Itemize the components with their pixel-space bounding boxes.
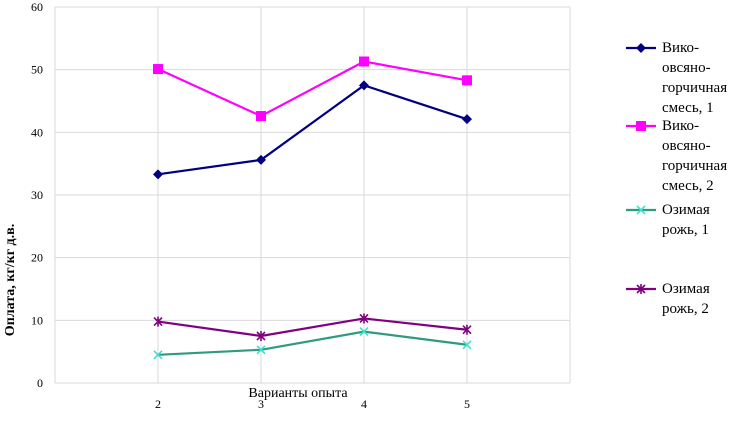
legend-item-2: Вико-овсяно-горчичная смесь, 2 — [626, 118, 727, 194]
legend-label: горчичная — [662, 80, 727, 96]
legend-label: смесь, 1 — [662, 100, 714, 116]
data-point — [636, 121, 646, 131]
legend-label: Озимая — [662, 202, 710, 218]
data-point — [462, 340, 472, 350]
y-axis-title: Оплата, кг/кг д.в. — [3, 224, 18, 336]
series-group — [153, 56, 472, 360]
data-point — [359, 327, 369, 337]
series-3 — [153, 327, 472, 360]
x-axis: 2 3 4 5 — [155, 397, 470, 411]
data-point — [636, 284, 646, 294]
x-tick-label: 4 — [361, 397, 367, 411]
legend-label: овсяно- — [662, 60, 711, 76]
data-point — [359, 56, 369, 67]
data-point — [636, 205, 646, 215]
legend-label: Вико- — [662, 118, 699, 134]
grid — [54, 6, 571, 384]
data-point — [256, 331, 266, 341]
series-line — [157, 317, 468, 338]
data-point — [153, 169, 163, 180]
data-point — [153, 316, 163, 327]
series-2 — [153, 56, 472, 122]
y-tick-label: 0 — [37, 376, 43, 390]
data-point — [256, 111, 266, 122]
x-axis-title: Варианты опыта — [248, 386, 348, 401]
x-tick-label: 3 — [258, 397, 264, 411]
data-point — [256, 154, 266, 165]
x-tick-label: 2 — [155, 397, 161, 411]
x-tick-label: 5 — [464, 397, 470, 411]
series-line — [157, 60, 468, 118]
y-tick-label: 10 — [31, 313, 43, 327]
legend-label: рожь, 2 — [662, 301, 709, 317]
data-point — [462, 114, 472, 125]
y-tick-label: 20 — [31, 251, 43, 265]
legend-label: смесь, 2 — [662, 178, 714, 194]
data-point — [359, 80, 369, 91]
y-axis: 0 10 20 30 40 50 60 — [31, 0, 43, 390]
series-1 — [153, 80, 472, 180]
series-line — [157, 330, 468, 356]
legend-label: Вико- — [662, 40, 699, 56]
data-point — [462, 324, 472, 335]
legend-item-4: Озимая рожь, 2 — [626, 281, 710, 317]
series-line — [157, 84, 468, 176]
y-tick-label: 60 — [31, 0, 43, 14]
y-tick-label: 40 — [31, 125, 43, 139]
legend-item-3: Озимая рожь, 1 — [626, 202, 710, 238]
data-point — [462, 75, 472, 86]
legend-label: Озимая — [662, 281, 710, 297]
data-point — [256, 345, 266, 355]
y-tick-label: 30 — [31, 188, 43, 202]
y-tick-label: 50 — [31, 63, 43, 77]
series-4 — [153, 313, 472, 341]
legend-item-1: Вико-овсяно-горчичная смесь, 1 — [626, 40, 727, 116]
legend-label: овсяно- — [662, 138, 711, 154]
legend-label: рожь, 1 — [662, 222, 709, 238]
data-point — [153, 64, 163, 75]
data-point — [359, 313, 369, 324]
data-point — [636, 43, 646, 53]
data-point — [153, 350, 163, 360]
legend-label: горчичная — [662, 158, 727, 174]
